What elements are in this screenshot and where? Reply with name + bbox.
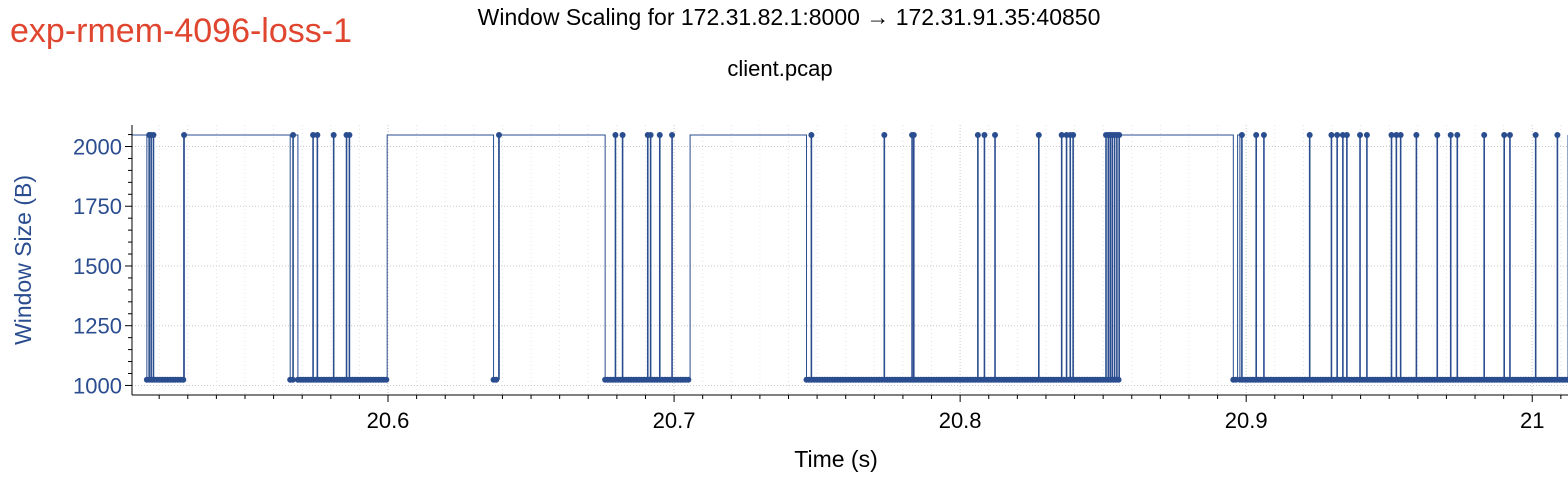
data-point-high	[1306, 132, 1313, 139]
data-point-high	[1454, 132, 1461, 139]
chart-subtitle: client.pcap	[727, 56, 833, 81]
x-tick-label: 20.9	[1225, 408, 1268, 433]
data-point-high	[290, 132, 297, 139]
x-axis-title: Time (s)	[794, 446, 877, 472]
data-point-high	[1334, 132, 1341, 139]
data-point-high	[981, 132, 988, 139]
data-point-high	[1481, 132, 1488, 139]
series-window-size	[132, 132, 1568, 383]
data-point-high	[181, 132, 188, 139]
data-point-high	[1238, 132, 1245, 139]
data-point-high	[1035, 132, 1042, 139]
data-point-high	[1058, 132, 1065, 139]
data-point-high	[314, 132, 321, 139]
data-point-high	[1397, 132, 1404, 139]
data-point-high	[1388, 132, 1395, 139]
data-point-high	[974, 132, 981, 139]
data-point-high	[346, 132, 353, 139]
data-point-high	[310, 132, 317, 139]
data-point-high	[1554, 132, 1561, 139]
data-point-high	[1343, 132, 1350, 139]
y-tick-label: 1000	[73, 373, 122, 398]
data-point-high	[1357, 132, 1364, 139]
grid-lines	[132, 125, 1568, 395]
y-tick-label: 1250	[73, 314, 122, 339]
y-tick-label: 2000	[73, 135, 122, 160]
data-point-high	[1070, 132, 1077, 139]
data-point-high	[150, 132, 157, 139]
data-point-high	[496, 132, 503, 139]
data-point-high	[1447, 132, 1454, 139]
data-point-high	[881, 132, 888, 139]
data-point-low	[493, 376, 500, 383]
experiment-label: exp-rmem-4096-loss-1	[10, 12, 352, 50]
data-point-low	[289, 376, 296, 383]
data-point-high	[330, 132, 337, 139]
data-point-high	[1434, 132, 1441, 139]
data-point-high	[1253, 132, 1260, 139]
data-point-low	[383, 376, 390, 383]
data-point-high	[1328, 132, 1335, 139]
data-point-high	[656, 132, 663, 139]
data-point-high	[992, 132, 999, 139]
data-point-low	[685, 376, 692, 383]
data-point-low	[1115, 376, 1122, 383]
x-tick-label: 20.8	[939, 408, 982, 433]
data-point-high	[1116, 132, 1123, 139]
data-point-high	[647, 132, 654, 139]
data-point-high	[1506, 132, 1513, 139]
data-point-high	[1393, 132, 1400, 139]
x-tick-label: 20.6	[367, 408, 410, 433]
x-axis-ticks: 20.6 20.7 20.8 20.9 21	[158, 395, 1562, 433]
data-point-low	[1564, 376, 1568, 383]
y-tick-label: 1750	[73, 194, 122, 219]
data-point-high	[1501, 132, 1508, 139]
data-point-high	[808, 132, 815, 139]
data-point-low	[180, 376, 187, 383]
axes	[131, 125, 1568, 396]
data-point-high	[619, 132, 626, 139]
data-point-high	[1363, 132, 1370, 139]
data-point-high	[1532, 132, 1539, 139]
data-point-high	[1260, 132, 1267, 139]
series-step-line	[132, 134, 1568, 381]
data-point-high	[910, 132, 917, 139]
data-point-high	[612, 132, 619, 139]
y-tick-label: 1500	[73, 254, 122, 279]
x-tick-label: 21	[1520, 408, 1544, 433]
data-point-high	[669, 132, 676, 139]
chart-title: Window Scaling for 172.31.82.1:8000 → 17…	[477, 4, 1101, 30]
data-point-high	[1413, 132, 1420, 139]
x-tick-label: 20.7	[653, 408, 696, 433]
y-axis-title: Window Size (B)	[10, 175, 36, 345]
y-axis-ticks: 1000 1250 1500 1750 2000	[73, 134, 132, 398]
